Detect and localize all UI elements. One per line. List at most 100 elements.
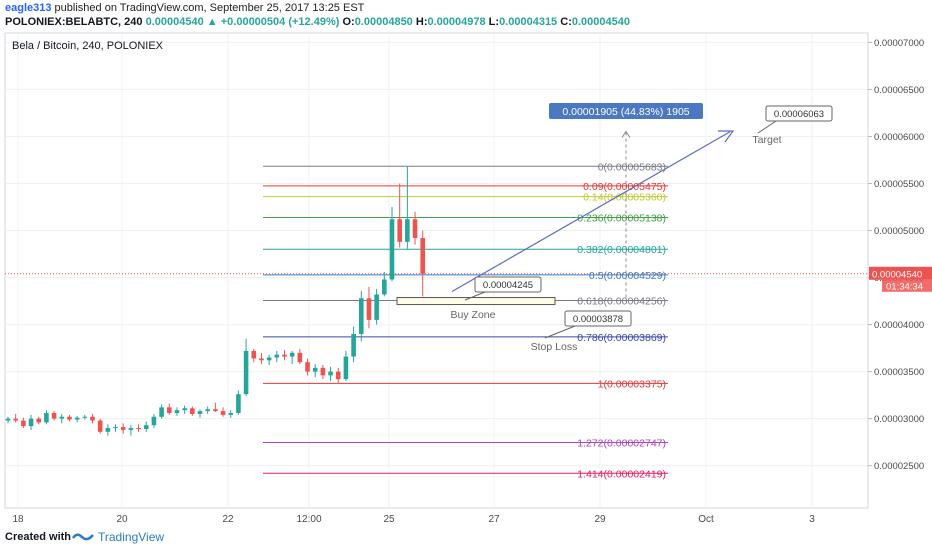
- candle-body: [197, 411, 203, 414]
- publish-line: eagle313 published on TradingView.com, S…: [5, 1, 364, 15]
- fib-level-label: 0.14(0.00005360): [583, 192, 666, 204]
- candle-body: [74, 417, 80, 420]
- x-tick-label: 25: [383, 514, 395, 525]
- x-tick-label: 20: [116, 514, 128, 525]
- candle-body: [366, 298, 372, 320]
- chart-title: Bela / Bitcoin, 240, POLONIEX: [12, 40, 164, 52]
- candle: [358, 290, 364, 342]
- projection-label: 0.00001905 (44.83%) 1905: [562, 106, 689, 118]
- candle: [128, 425, 134, 436]
- candle: [328, 366, 333, 382]
- candle: [405, 166, 410, 250]
- x-tick-label: 29: [594, 514, 606, 525]
- candle: [166, 403, 172, 415]
- candle-body: [374, 294, 379, 320]
- fib-level-label: 0.236(0.00005138): [577, 213, 666, 225]
- fib-level-label: 0.09(0.00005475): [583, 181, 666, 193]
- candle: [136, 424, 141, 432]
- candle: [374, 288, 379, 325]
- y-tick-label: 0.00007000: [874, 38, 924, 49]
- candle: [335, 367, 341, 384]
- candle: [343, 350, 349, 382]
- y-tick-label: 0.00006500: [874, 85, 924, 96]
- fib-level-label: 0.5(0.00004529): [589, 270, 666, 282]
- countdown-label: 01:34:34: [886, 281, 923, 292]
- target-callout-label: Target: [752, 134, 781, 146]
- candle-body: [82, 416, 88, 418]
- arrow-head: [718, 130, 735, 143]
- candle: [228, 410, 234, 418]
- last-price-tag-label: 0.00004540: [872, 269, 922, 280]
- candle-body: [266, 357, 272, 361]
- candle: [97, 418, 103, 434]
- fib-level-label: 0.786(0.00003869): [577, 332, 666, 344]
- candle: [297, 349, 303, 365]
- candle: [274, 350, 280, 363]
- candle-body: [59, 416, 65, 419]
- candle: [113, 424, 118, 432]
- projection-arrow: [451, 131, 731, 293]
- candle: [282, 349, 287, 361]
- candle: [5, 416, 11, 424]
- price-chart[interactable]: 0.00007000 0.00006500 0.00006000 0.00005500…: [0, 30, 932, 525]
- candle: [366, 286, 372, 329]
- change-up-icon: ▲: [206, 16, 218, 28]
- y-tick-label: 0.00005500: [874, 179, 924, 190]
- candle-body: [412, 219, 418, 239]
- tradingview-brand-link[interactable]: TradingView: [98, 530, 165, 544]
- candle: [289, 350, 295, 365]
- candle-body: [105, 428, 111, 432]
- candle: [412, 211, 418, 245]
- candle: [213, 402, 218, 413]
- candle-body: [205, 409, 210, 412]
- candle: [312, 364, 318, 378]
- buy-callout-box: [474, 276, 542, 293]
- y-tick-label: 0.00005000: [874, 226, 924, 237]
- chart-header: eagle313 published on TradingView.com, S…: [0, 0, 932, 30]
- candle-body: [405, 219, 410, 242]
- candle-body: [382, 279, 387, 295]
- candle: [351, 326, 356, 363]
- candle: [397, 183, 402, 248]
- x-tick-label: 12:00: [296, 514, 321, 525]
- y-tick-label: 0.00004000: [874, 320, 924, 331]
- candle-body: [174, 410, 180, 413]
- x-tick-label: 18: [12, 514, 24, 525]
- author-link[interactable]: eagle313: [5, 2, 52, 14]
- x-tick-label: Oct: [698, 514, 714, 525]
- candle-body: [243, 350, 249, 395]
- candle: [382, 271, 387, 297]
- high-label: H:: [415, 16, 428, 28]
- x-tick-label: 22: [222, 514, 234, 525]
- low-label: L:: [488, 16, 500, 28]
- footer: Created with TradingView: [0, 525, 932, 550]
- candle: [90, 413, 95, 424]
- candle-body: [190, 408, 195, 414]
- candle: [51, 411, 57, 421]
- candle-body: [420, 238, 426, 274]
- y-tick-label: 0.00003500: [874, 367, 924, 378]
- candle: [13, 413, 18, 423]
- buy-callout-value: 0.00004245: [483, 280, 533, 291]
- created-with-text: Created with: [5, 531, 72, 543]
- candle-body: [182, 408, 187, 411]
- candle: [159, 404, 164, 419]
- stop-callout-label: Stop Loss: [531, 341, 578, 353]
- price-change: +0.00000504 (+12.49%): [220, 16, 340, 28]
- candle-body: [166, 407, 172, 413]
- candle: [420, 230, 426, 297]
- candle-body: [328, 371, 333, 376]
- candle: [105, 424, 111, 436]
- candle-body: [320, 367, 326, 376]
- candle: [259, 352, 264, 365]
- candle: [151, 413, 157, 429]
- candle: [28, 414, 34, 430]
- candle: [389, 207, 395, 282]
- y-tick-label: 0.00002500: [874, 461, 924, 472]
- candle: [251, 349, 257, 363]
- candle-body: [351, 333, 356, 357]
- fib-level-label: 0.618(0.00004256): [577, 296, 666, 308]
- candle-body: [128, 428, 134, 430]
- stop-callout-value: 0.00003878: [573, 314, 623, 325]
- close-value: 0.00004540: [571, 16, 630, 28]
